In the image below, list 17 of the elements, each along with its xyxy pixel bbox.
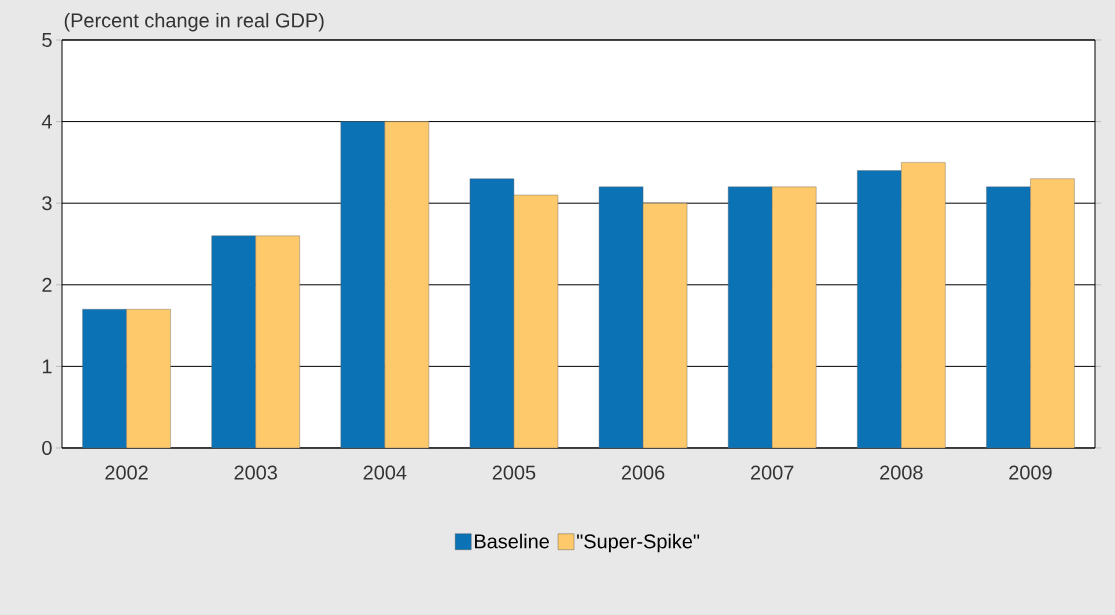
y-tick-label: 4: [41, 114, 52, 129]
x-tick-label: 2002: [105, 465, 148, 480]
x-tick-label: 2009: [1009, 465, 1052, 480]
y-tick-label: 5: [42, 33, 52, 47]
x-tick-label: 2003: [234, 465, 277, 480]
y-tick-label: 3: [42, 196, 52, 211]
y-tick-label: 0: [42, 440, 52, 456]
x-tick-label: 2005: [492, 465, 536, 480]
legend-label: "Super-Spike": [577, 533, 700, 553]
x-tick-label: 2004: [363, 465, 407, 480]
y-axis-title: (Percent change in real GDP): [64, 12, 324, 32]
legend-label: Baseline: [475, 533, 549, 549]
x-tick-label: 2006: [621, 465, 665, 480]
y-tick-label: 2: [42, 277, 52, 292]
y-tick-label: 1: [42, 359, 52, 374]
x-tick-label: 2008: [880, 465, 923, 480]
x-tick-label: 2007: [751, 465, 794, 480]
